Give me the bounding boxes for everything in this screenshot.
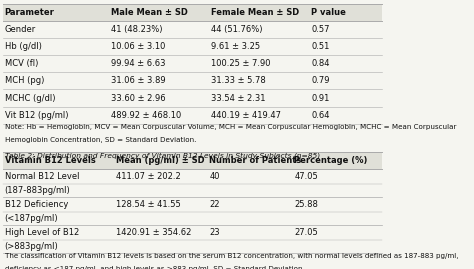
Text: 23: 23 [209, 228, 220, 237]
Text: Female Mean ± SD: Female Mean ± SD [211, 8, 299, 17]
Text: 33.54 ± 2.31: 33.54 ± 2.31 [211, 94, 265, 102]
Text: B12 Deficiency: B12 Deficiency [5, 200, 68, 209]
Text: 99.94 ± 6.63: 99.94 ± 6.63 [110, 59, 165, 68]
Text: 47.05: 47.05 [294, 172, 318, 181]
Text: 0.64: 0.64 [311, 111, 330, 120]
Text: 40: 40 [209, 172, 219, 181]
Bar [3, 152, 382, 169]
Text: 31.33 ± 5.78: 31.33 ± 5.78 [211, 76, 266, 86]
Text: Male Mean ± SD: Male Mean ± SD [110, 8, 188, 17]
Text: 0.84: 0.84 [311, 59, 330, 68]
Text: The classification of Vitamin B12 levels is based on the serum B12 concentration: The classification of Vitamin B12 levels… [5, 253, 458, 259]
Text: 1420.91 ± 354.62: 1420.91 ± 354.62 [116, 228, 191, 237]
Text: 128.54 ± 41.55: 128.54 ± 41.55 [116, 200, 181, 209]
Text: 440.19 ± 419.47: 440.19 ± 419.47 [211, 111, 281, 120]
Text: Hb (g/dl): Hb (g/dl) [5, 42, 41, 51]
Text: MCHC (g/dl): MCHC (g/dl) [5, 94, 55, 102]
Text: MCH (pg): MCH (pg) [5, 76, 44, 86]
Text: Mean (pg/ml) ± SD: Mean (pg/ml) ± SD [116, 156, 205, 165]
Text: 0.57: 0.57 [311, 25, 330, 34]
Text: High Level of B12: High Level of B12 [5, 228, 79, 237]
Text: 411.07 ± 202.2: 411.07 ± 202.2 [116, 172, 181, 181]
Text: Gender: Gender [5, 25, 36, 34]
Text: MCV (fl): MCV (fl) [5, 59, 38, 68]
Text: (187-883pg/ml): (187-883pg/ml) [5, 186, 70, 195]
Text: Normal B12 Level: Normal B12 Level [5, 172, 79, 181]
Text: Number of Patients: Number of Patients [209, 156, 301, 165]
Text: P value: P value [311, 8, 346, 17]
Text: 489.92 ± 468.10: 489.92 ± 468.10 [110, 111, 181, 120]
Text: 27.05: 27.05 [294, 228, 318, 237]
Text: 33.60 ± 2.96: 33.60 ± 2.96 [110, 94, 165, 102]
Text: deficiency as <187 pg/ml, and high levels as >883 pg/ml. SD = Standard Deviation: deficiency as <187 pg/ml, and high level… [5, 266, 304, 269]
Text: 31.06 ± 3.89: 31.06 ± 3.89 [110, 76, 165, 86]
Text: 44 (51.76%): 44 (51.76%) [211, 25, 263, 34]
Text: (>883pg/ml): (>883pg/ml) [5, 242, 58, 251]
Bar [3, 4, 382, 21]
Text: Table 2: Distribution and Frequency of Vitamin B12 Levels in Study Subjects (n=8: Table 2: Distribution and Frequency of V… [5, 152, 319, 159]
Text: 22: 22 [209, 200, 219, 209]
Text: Vitamin B12 Levels: Vitamin B12 Levels [5, 156, 95, 165]
Text: Note: Hb = Hemoglobin, MCV = Mean Corpuscular Volume, MCH = Mean Corpuscular Hem: Note: Hb = Hemoglobin, MCV = Mean Corpus… [5, 124, 456, 130]
Text: Parameter: Parameter [5, 8, 55, 17]
Text: 100.25 ± 7.90: 100.25 ± 7.90 [211, 59, 271, 68]
Text: 0.51: 0.51 [311, 42, 330, 51]
Text: Hemoglobin Concentration, SD = Standard Deviation.: Hemoglobin Concentration, SD = Standard … [5, 137, 196, 143]
Text: Percentage (%): Percentage (%) [294, 156, 368, 165]
Text: 25.88: 25.88 [294, 200, 319, 209]
Text: 9.61 ± 3.25: 9.61 ± 3.25 [211, 42, 260, 51]
Text: 41 (48.23%): 41 (48.23%) [110, 25, 162, 34]
Text: Vit B12 (pg/ml): Vit B12 (pg/ml) [5, 111, 68, 120]
Text: 0.91: 0.91 [311, 94, 330, 102]
Text: 0.79: 0.79 [311, 76, 330, 86]
Text: 10.06 ± 3.10: 10.06 ± 3.10 [110, 42, 165, 51]
Text: (<187pg/ml): (<187pg/ml) [5, 214, 58, 223]
